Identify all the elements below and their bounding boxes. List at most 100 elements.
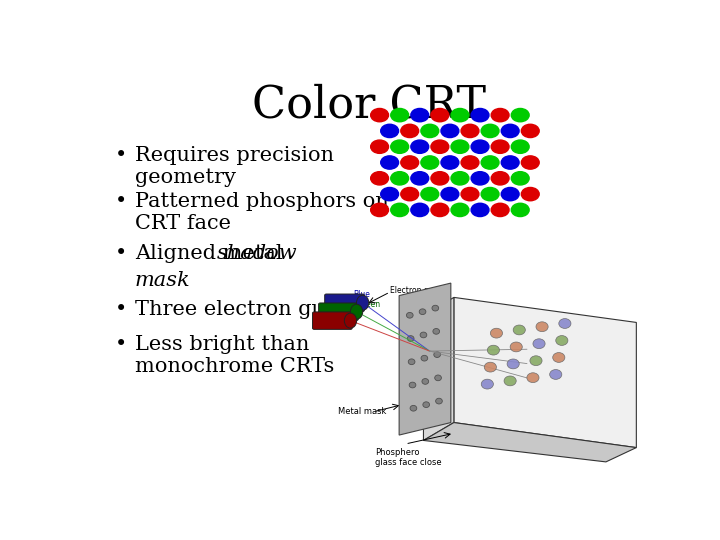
Polygon shape xyxy=(423,298,454,441)
Polygon shape xyxy=(399,283,451,435)
Circle shape xyxy=(381,187,399,201)
Ellipse shape xyxy=(420,332,427,338)
FancyBboxPatch shape xyxy=(325,294,364,312)
Text: Electron guns: Electron guns xyxy=(390,286,443,295)
Circle shape xyxy=(451,203,469,217)
Polygon shape xyxy=(423,423,636,462)
Circle shape xyxy=(481,124,499,138)
Circle shape xyxy=(411,140,428,153)
Text: Less bright than
monochrome CRTs: Less bright than monochrome CRTs xyxy=(135,335,334,376)
Circle shape xyxy=(511,172,529,185)
Circle shape xyxy=(421,187,438,201)
Circle shape xyxy=(491,172,509,185)
Circle shape xyxy=(461,124,479,138)
Circle shape xyxy=(421,156,438,169)
Ellipse shape xyxy=(433,328,440,334)
Circle shape xyxy=(411,172,428,185)
Text: Patterned phosphors on
CRT face: Patterned phosphors on CRT face xyxy=(135,192,388,233)
Circle shape xyxy=(371,140,389,153)
Circle shape xyxy=(451,140,469,153)
Circle shape xyxy=(481,156,499,169)
Circle shape xyxy=(391,109,409,122)
Ellipse shape xyxy=(559,319,571,328)
Ellipse shape xyxy=(536,322,548,332)
Text: Requires precision
geometry: Requires precision geometry xyxy=(135,146,333,187)
Ellipse shape xyxy=(423,402,430,408)
Ellipse shape xyxy=(504,376,516,386)
Text: mask: mask xyxy=(135,271,190,289)
Text: Blue: Blue xyxy=(354,290,370,299)
Ellipse shape xyxy=(434,352,441,357)
Text: Phosphero
glass face close: Phosphero glass face close xyxy=(375,448,441,467)
Ellipse shape xyxy=(490,328,503,338)
Circle shape xyxy=(371,172,389,185)
Circle shape xyxy=(441,156,459,169)
Circle shape xyxy=(411,109,428,122)
Circle shape xyxy=(451,109,469,122)
Circle shape xyxy=(391,203,409,217)
Circle shape xyxy=(461,187,479,201)
Ellipse shape xyxy=(435,375,441,381)
Ellipse shape xyxy=(406,313,413,318)
Ellipse shape xyxy=(344,313,356,328)
Ellipse shape xyxy=(533,339,545,349)
Ellipse shape xyxy=(556,335,568,346)
Ellipse shape xyxy=(421,355,428,361)
Ellipse shape xyxy=(410,406,417,411)
Circle shape xyxy=(471,203,489,217)
Ellipse shape xyxy=(553,353,565,362)
Circle shape xyxy=(481,187,499,201)
Ellipse shape xyxy=(527,373,539,383)
Text: Green: Green xyxy=(358,300,381,309)
Circle shape xyxy=(371,109,389,122)
Ellipse shape xyxy=(507,359,519,369)
Circle shape xyxy=(411,203,428,217)
Circle shape xyxy=(401,124,418,138)
Circle shape xyxy=(511,203,529,217)
Polygon shape xyxy=(454,298,636,448)
Text: Metal mask: Metal mask xyxy=(338,407,387,416)
Ellipse shape xyxy=(408,359,415,364)
Text: Red: Red xyxy=(344,310,359,319)
Circle shape xyxy=(521,156,539,169)
Ellipse shape xyxy=(481,379,493,389)
Circle shape xyxy=(401,187,418,201)
Ellipse shape xyxy=(422,379,428,384)
Circle shape xyxy=(371,203,389,217)
Text: •: • xyxy=(114,244,127,262)
Circle shape xyxy=(381,124,399,138)
Ellipse shape xyxy=(408,336,414,341)
Circle shape xyxy=(491,140,509,153)
FancyBboxPatch shape xyxy=(312,312,352,329)
Circle shape xyxy=(421,124,438,138)
Circle shape xyxy=(511,140,529,153)
Circle shape xyxy=(501,187,519,201)
Circle shape xyxy=(511,109,529,122)
Text: Aligned metal: Aligned metal xyxy=(135,244,289,262)
Text: Three electron guns: Three electron guns xyxy=(135,300,348,319)
Circle shape xyxy=(431,140,449,153)
Ellipse shape xyxy=(510,342,522,352)
Text: Color CRT: Color CRT xyxy=(252,84,486,127)
Ellipse shape xyxy=(432,305,438,311)
Circle shape xyxy=(521,187,539,201)
Ellipse shape xyxy=(530,356,542,366)
Text: •: • xyxy=(114,146,127,165)
Ellipse shape xyxy=(487,345,500,355)
Ellipse shape xyxy=(513,325,526,335)
Circle shape xyxy=(451,172,469,185)
Ellipse shape xyxy=(356,295,369,310)
Circle shape xyxy=(391,172,409,185)
Circle shape xyxy=(501,124,519,138)
Circle shape xyxy=(391,140,409,153)
FancyBboxPatch shape xyxy=(319,303,359,320)
Circle shape xyxy=(471,172,489,185)
Circle shape xyxy=(431,203,449,217)
Ellipse shape xyxy=(409,382,416,388)
Circle shape xyxy=(471,109,489,122)
Circle shape xyxy=(431,109,449,122)
Circle shape xyxy=(431,172,449,185)
Circle shape xyxy=(491,109,509,122)
Ellipse shape xyxy=(351,304,363,319)
Text: •: • xyxy=(114,335,127,354)
